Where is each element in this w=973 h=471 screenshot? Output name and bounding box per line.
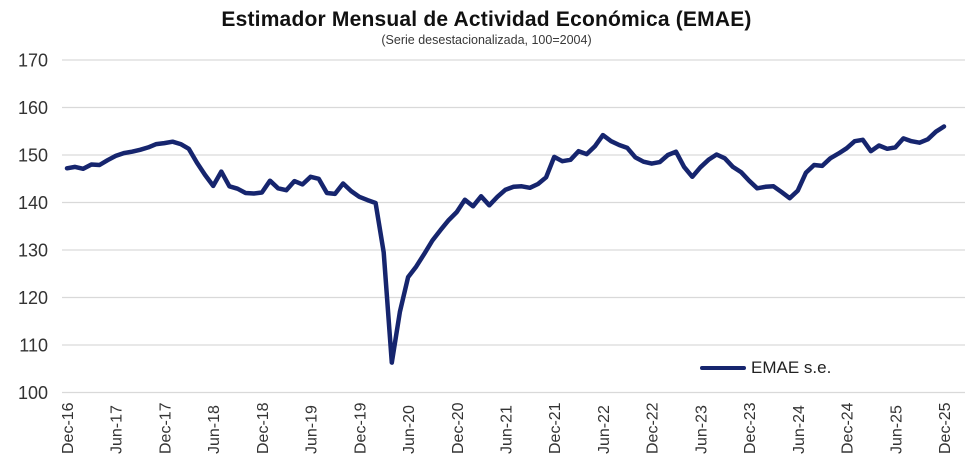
- x-tick-label: Dec-25: [937, 402, 954, 454]
- x-tick-label: Jun-19: [304, 405, 321, 454]
- legend-label: EMAE s.e.: [751, 358, 832, 377]
- chart-subtitle: (Serie desestacionalizada, 100=2004): [381, 33, 592, 47]
- x-tick-label: Dec-17: [157, 402, 174, 454]
- x-tick-label: Dec-16: [60, 402, 77, 454]
- legend-line-swatch: [700, 366, 746, 370]
- x-tick-label: Dec-24: [840, 402, 857, 454]
- x-tick-label: Dec-22: [645, 402, 662, 454]
- y-tick-label: 120: [18, 288, 48, 308]
- emae-series-line: [64, 124, 947, 365]
- x-tick-label: Jun-25: [888, 405, 905, 454]
- chart-title: Estimador Mensual de Actividad Económica…: [221, 8, 752, 31]
- x-tick-label: Dec-19: [352, 402, 369, 454]
- y-tick-label: 130: [18, 241, 48, 261]
- x-tick-label: Dec-18: [255, 402, 272, 454]
- y-tick-label: 110: [19, 336, 48, 356]
- legend: EMAE s.e.: [700, 358, 831, 378]
- x-tick-label: Jun-22: [596, 405, 613, 454]
- y-tick-label: 170: [18, 51, 48, 71]
- x-tick-label: Jun-24: [791, 405, 808, 454]
- y-tick-label: 150: [18, 146, 48, 166]
- x-tick-label: Jun-18: [206, 405, 223, 454]
- x-tick-label: Jun-21: [499, 405, 516, 454]
- y-tick-label: 100: [18, 383, 48, 403]
- x-tick-label: Jun-23: [693, 405, 710, 454]
- x-tick-label: Dec-23: [742, 402, 759, 454]
- y-tick-label: 140: [18, 193, 48, 213]
- x-tick-label: Dec-20: [450, 402, 467, 454]
- y-tick-label: 160: [18, 98, 48, 118]
- x-tick-label: Dec-21: [547, 402, 564, 454]
- x-tick-label: Jun-17: [109, 405, 126, 454]
- x-tick-label: Jun-20: [401, 405, 418, 454]
